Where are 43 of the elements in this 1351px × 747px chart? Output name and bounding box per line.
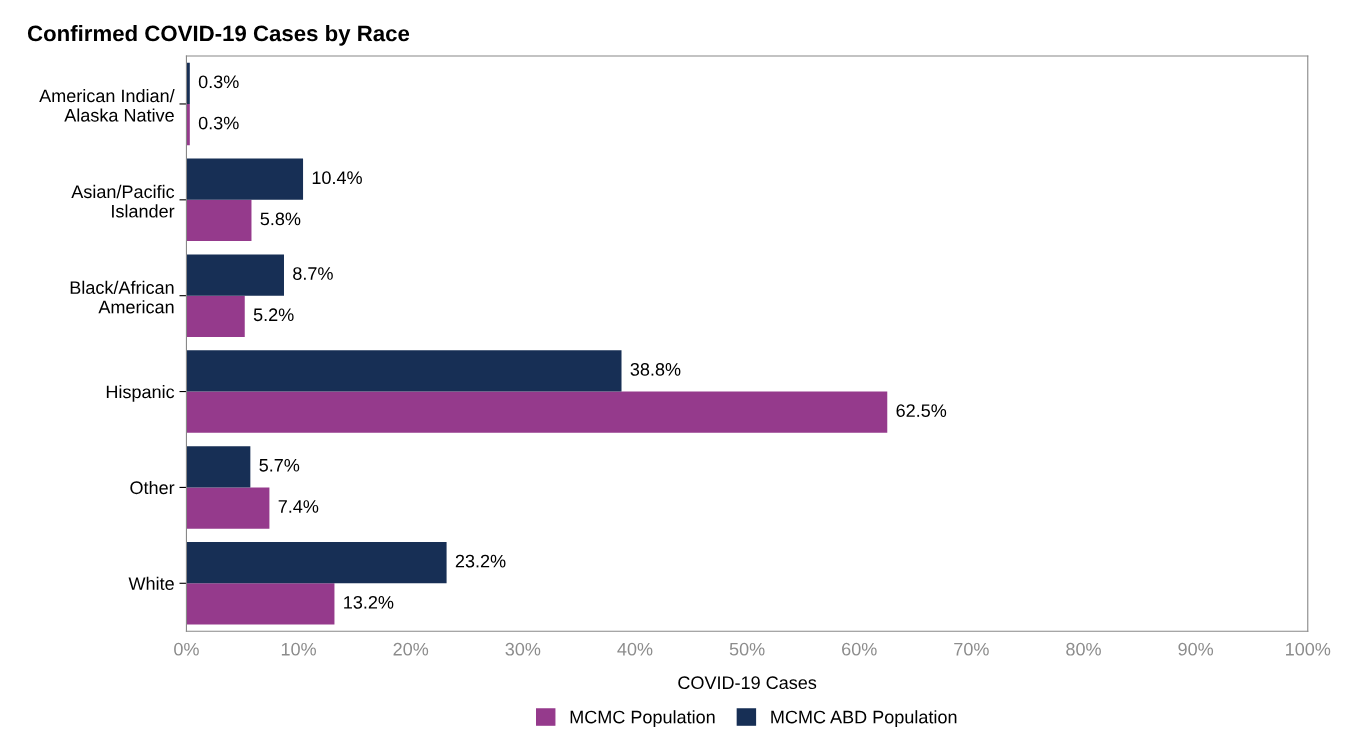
bar [186,350,622,392]
x-tick-label: 10% [281,642,316,656]
x-tick-label: 50% [729,642,765,656]
y-tick-label: Asian/Pacific Islander [71,184,175,218]
data-label: 5.8% [260,212,301,226]
chart-title: Confirmed COVID-19 Cases by Race [27,24,410,46]
x-tick-label: 100% [1286,642,1331,656]
data-label: 38.8% [630,363,681,376]
y-tick-label: Black/African American [70,280,174,314]
y-tick-label: Hispanic [106,385,175,402]
data-label: 62.5% [896,404,947,418]
bar [186,542,447,584]
x-tick-label: 80% [1066,642,1101,656]
bar [186,295,245,337]
x-tick-label: 40% [617,642,653,656]
x-tick-label: 70% [954,642,989,656]
x-tick-label: 20% [393,642,429,656]
y-tick-label: White [128,576,174,590]
bar [186,487,270,529]
x-axis-title: COVID-19 Cases [678,676,817,690]
data-label: 0.3% [198,116,239,130]
x-tick-label: 60% [842,642,877,656]
data-label: 13.2% [344,595,394,609]
bar [186,158,304,200]
data-label: 8.7% [293,267,333,280]
x-tick-label: 90% [1178,642,1214,656]
bar [186,583,335,625]
data-label: 5.2% [253,308,294,322]
y-tick-label: American Indian/ Alaska Native [39,89,175,122]
x-tick-label: 30% [505,642,541,656]
data-label: 10.4% [312,171,362,185]
legend-label: MCMC Population [570,710,715,728]
data-label: 23.2% [455,554,506,568]
bar [186,199,252,242]
data-label: 0.3% [198,75,239,89]
data-label: 5.7% [259,458,300,472]
y-tick-label: Other [130,480,175,495]
bar [186,391,888,433]
x-tick-label: 0% [174,642,199,656]
bar [186,254,284,296]
data-label: 7.4% [278,500,319,513]
legend-label: MCMC ABD Population [771,710,957,728]
bar [186,446,251,488]
